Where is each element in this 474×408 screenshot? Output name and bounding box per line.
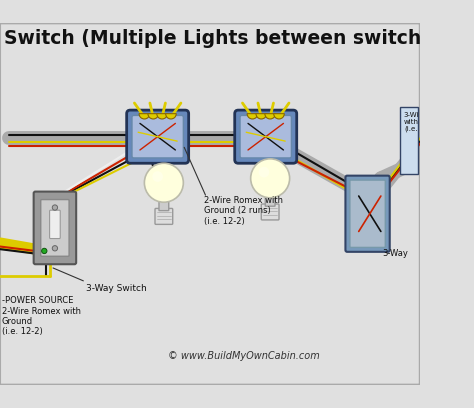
FancyBboxPatch shape bbox=[127, 110, 189, 163]
Text: Switch (Multiple Lights between switch: Switch (Multiple Lights between switch bbox=[3, 29, 421, 48]
FancyBboxPatch shape bbox=[401, 107, 418, 174]
FancyBboxPatch shape bbox=[34, 192, 76, 264]
Text: 3-Way: 3-Way bbox=[383, 249, 409, 258]
Wedge shape bbox=[148, 114, 158, 119]
Wedge shape bbox=[157, 114, 167, 119]
FancyBboxPatch shape bbox=[261, 204, 279, 220]
Wedge shape bbox=[265, 114, 275, 119]
FancyBboxPatch shape bbox=[159, 197, 169, 211]
Circle shape bbox=[52, 205, 57, 210]
Wedge shape bbox=[256, 114, 266, 119]
Text: © www.BuildMyOwnCabin.com: © www.BuildMyOwnCabin.com bbox=[168, 351, 320, 361]
Wedge shape bbox=[247, 114, 258, 119]
Circle shape bbox=[52, 246, 57, 251]
FancyBboxPatch shape bbox=[41, 200, 69, 256]
Text: 3-Way Switch: 3-Way Switch bbox=[86, 284, 146, 293]
Text: 2-Wire Romex with
Ground (2 runs)
(i.e. 12-2): 2-Wire Romex with Ground (2 runs) (i.e. … bbox=[204, 196, 283, 226]
FancyBboxPatch shape bbox=[350, 180, 385, 247]
Circle shape bbox=[42, 248, 47, 254]
Circle shape bbox=[152, 171, 163, 182]
Wedge shape bbox=[165, 114, 176, 119]
FancyBboxPatch shape bbox=[132, 115, 183, 158]
Wedge shape bbox=[139, 114, 150, 119]
FancyBboxPatch shape bbox=[0, 23, 420, 385]
Circle shape bbox=[259, 167, 269, 177]
FancyBboxPatch shape bbox=[346, 176, 390, 252]
FancyBboxPatch shape bbox=[235, 110, 297, 163]
Circle shape bbox=[251, 159, 290, 198]
FancyBboxPatch shape bbox=[50, 210, 60, 239]
FancyBboxPatch shape bbox=[240, 115, 292, 158]
Circle shape bbox=[145, 163, 183, 202]
Text: 3-Wi
with
(i.e.: 3-Wi with (i.e. bbox=[404, 112, 419, 132]
Wedge shape bbox=[273, 114, 284, 119]
FancyBboxPatch shape bbox=[265, 193, 275, 206]
FancyBboxPatch shape bbox=[155, 208, 173, 224]
Text: -POWER SOURCE
2-Wire Romex with
Ground
(i.e. 12-2): -POWER SOURCE 2-Wire Romex with Ground (… bbox=[2, 296, 81, 336]
